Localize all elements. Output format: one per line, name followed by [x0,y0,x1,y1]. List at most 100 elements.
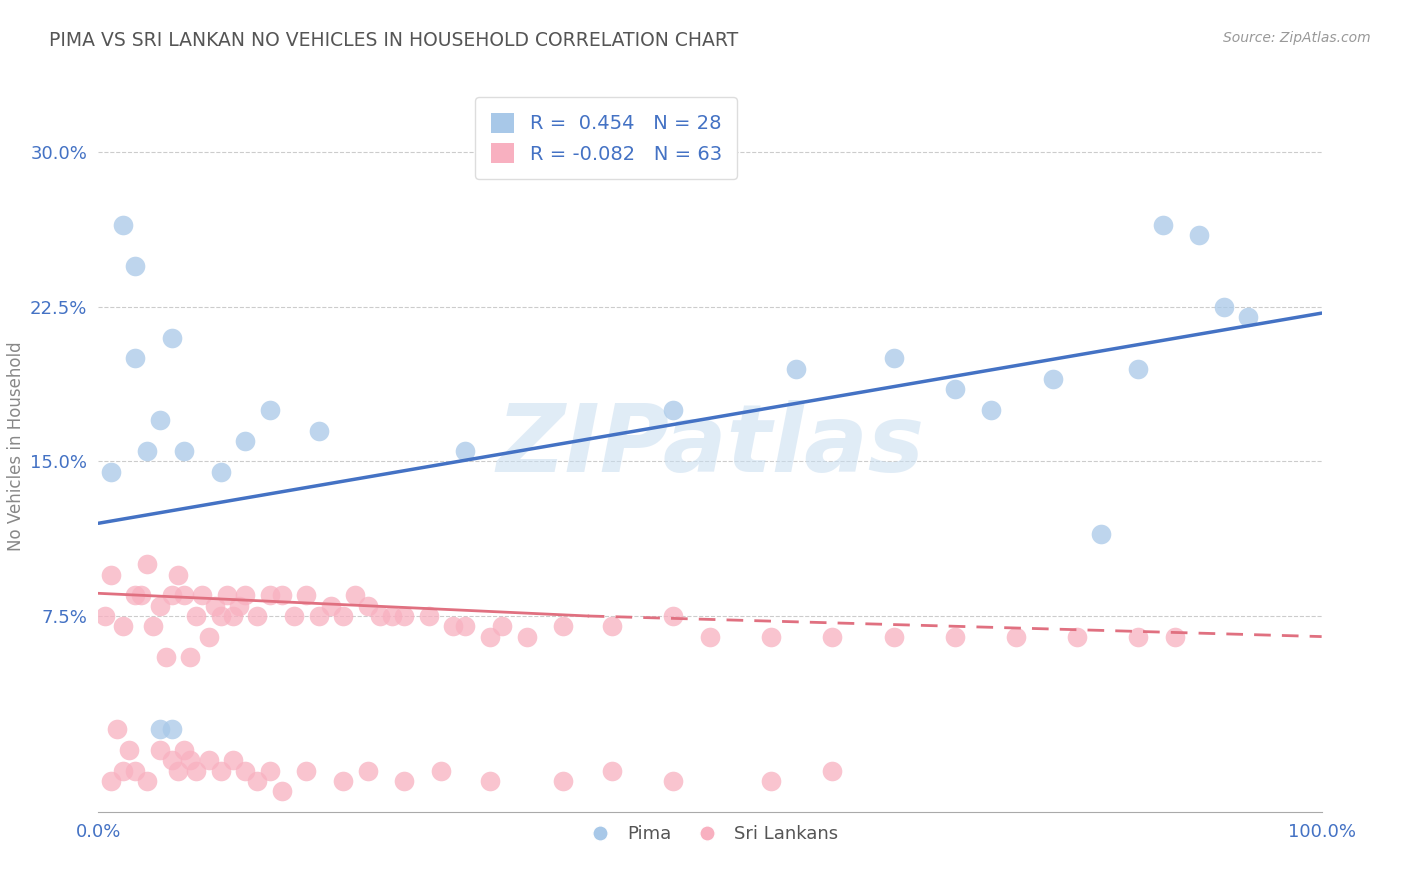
Point [418,609,440,624]
Point [699,630,721,644]
Point [149,743,172,757]
Point [332,773,354,788]
Point [209,764,232,778]
Point [392,773,416,788]
Point [179,753,201,767]
Point [191,588,214,602]
Point [160,723,183,737]
Point [259,588,281,602]
Point [100,773,122,788]
Point [491,619,513,633]
Point [136,444,159,458]
Point [943,382,966,396]
Point [1128,630,1150,644]
Point [478,630,501,644]
Point [319,599,342,613]
Point [308,609,330,624]
Point [186,764,208,778]
Text: PIMA VS SRI LANKAN NO VEHICLES IN HOUSEHOLD CORRELATION CHART: PIMA VS SRI LANKAN NO VEHICLES IN HOUSEH… [49,31,738,50]
Point [111,619,134,633]
Point [93,609,115,624]
Point [197,630,219,644]
Point [356,599,378,613]
Point [270,588,294,602]
Point [167,764,190,778]
Point [1004,630,1026,644]
Point [515,630,537,644]
Point [100,465,122,479]
Point [149,413,172,427]
Point [124,351,146,366]
Point [943,630,966,644]
Point [553,619,575,633]
Point [1066,630,1088,644]
Point [283,609,305,624]
Point [883,630,905,644]
Point [259,764,281,778]
Point [246,609,269,624]
Point [118,743,141,757]
Y-axis label: No Vehicles in Household: No Vehicles in Household [7,341,25,551]
Point [160,753,183,767]
Point [124,588,146,602]
Point [441,619,464,633]
Point [149,599,172,613]
Point [1090,526,1112,541]
Point [1042,372,1064,386]
Text: ZIPatlas: ZIPatlas [496,400,924,492]
Point [228,599,250,613]
Point [233,764,256,778]
Point [222,609,245,624]
Point [179,650,201,665]
Point [356,764,378,778]
Point [600,619,623,633]
Point [1164,630,1187,644]
Point [1128,361,1150,376]
Point [785,361,807,376]
Point [209,609,232,624]
Point [222,753,245,767]
Point [186,609,208,624]
Point [160,331,183,345]
Point [209,465,232,479]
Point [204,599,226,613]
Point [233,588,256,602]
Point [344,588,367,602]
Point [600,764,623,778]
Point [197,753,219,767]
Point [136,558,159,572]
Point [295,764,318,778]
Point [149,723,172,737]
Point [155,650,177,665]
Point [246,773,269,788]
Point [233,434,256,448]
Point [124,259,146,273]
Point [332,609,354,624]
Point [167,567,190,582]
Point [124,764,146,778]
Point [1152,218,1174,232]
Point [761,773,783,788]
Point [111,764,134,778]
Point [173,588,195,602]
Point [821,630,844,644]
Point [553,773,575,788]
Point [761,630,783,644]
Point [100,567,122,582]
Point [270,784,294,798]
Point [136,773,159,788]
Point [1188,227,1211,242]
Point [160,588,183,602]
Point [821,764,844,778]
Point [295,588,318,602]
Point [142,619,165,633]
Point [173,444,195,458]
Point [129,588,152,602]
Point [662,609,685,624]
Point [662,403,685,417]
Point [308,424,330,438]
Point [173,743,195,757]
Point [430,764,453,778]
Point [381,609,404,624]
Point [215,588,238,602]
